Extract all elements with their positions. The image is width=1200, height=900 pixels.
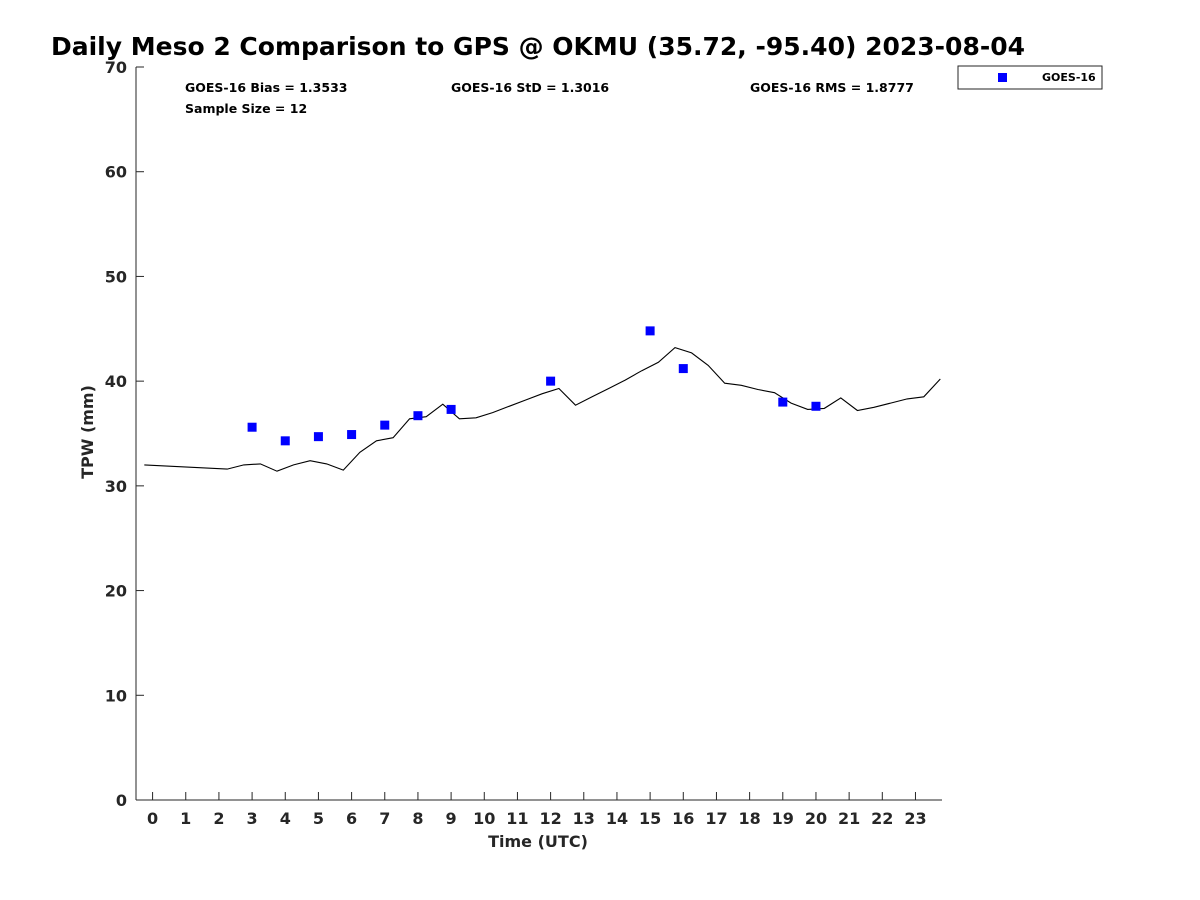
gps-tpw-line [144, 346, 941, 472]
x-tick-label: 9 [446, 809, 457, 828]
y-tick-label: 0 [116, 791, 127, 810]
x-tick-label: 23 [904, 809, 926, 828]
x-tick-label: 20 [805, 809, 827, 828]
x-tick-label: 22 [871, 809, 893, 828]
y-tick-label: 60 [105, 163, 127, 182]
stat-bias: GOES-16 Bias = 1.3533 [185, 80, 347, 95]
y-tick-label: 20 [105, 582, 127, 601]
goes16-data-point [413, 411, 423, 421]
y-axis-label: TPW (mm) [78, 385, 97, 479]
goes16-data-point [313, 432, 323, 442]
goes16-data-point [247, 422, 257, 432]
goes16-data-point [446, 404, 456, 414]
x-tick-label: 8 [412, 809, 423, 828]
goes16-data-point [811, 401, 821, 411]
x-tick-label: 10 [473, 809, 495, 828]
x-tick-label: 12 [539, 809, 561, 828]
x-tick-label: 14 [606, 809, 628, 828]
y-tick-label: 70 [105, 58, 127, 77]
stat-std: GOES-16 StD = 1.3016 [451, 80, 609, 95]
stat-rms: GOES-16 RMS = 1.8777 [750, 80, 914, 95]
y-tick-label: 10 [105, 686, 127, 705]
stat-sample-size: Sample Size = 12 [185, 101, 307, 116]
x-tick-label: 4 [280, 809, 291, 828]
y-tick-label: 30 [105, 477, 127, 496]
x-tick-label: 2 [213, 809, 224, 828]
legend-label-goes16: GOES-16 [1042, 71, 1096, 84]
legend-box [957, 65, 1103, 90]
y-tick-label: 40 [105, 372, 127, 391]
x-tick-label: 21 [838, 809, 860, 828]
x-tick-label: 3 [247, 809, 258, 828]
goes16-data-point [347, 430, 357, 440]
series-layer [144, 326, 941, 472]
x-tick-label: 5 [313, 809, 324, 828]
x-tick-label: 19 [772, 809, 794, 828]
goes16-data-point [645, 326, 655, 336]
plot-area [135, 67, 942, 801]
x-tick-label: 6 [346, 809, 357, 828]
chart-title: Daily Meso 2 Comparison to GPS @ OKMU (3… [51, 32, 1025, 61]
x-tick-label: 15 [639, 809, 661, 828]
goes16-data-point [280, 436, 290, 446]
x-tick-label: 1 [180, 809, 191, 828]
legend: GOES-16 [957, 65, 1103, 90]
goes16-data-point [678, 364, 688, 374]
x-tick-label: 11 [506, 809, 528, 828]
x-tick-label: 17 [705, 809, 727, 828]
y-tick-label: 50 [105, 267, 127, 286]
x-tick-label: 18 [738, 809, 760, 828]
x-axis-label: Time (UTC) [488, 832, 588, 851]
goes16-data-point [380, 420, 390, 430]
y-axis-ticks: 0 10 20 30 40 50 60 70 [105, 58, 144, 810]
x-tick-label: 13 [573, 809, 595, 828]
x-tick-label: 16 [672, 809, 694, 828]
goes16-data-point [546, 376, 556, 386]
legend-marker-goes16 [998, 73, 1007, 82]
x-tick-label: 0 [147, 809, 158, 828]
goes16-data-point [778, 397, 788, 407]
x-axis-ticks: 0 1 2 3 4 5 6 7 8 9 10 11 12 13 14 15 16 17 18 19 20 21 22 23 [147, 792, 927, 828]
x-tick-label: 7 [379, 809, 390, 828]
